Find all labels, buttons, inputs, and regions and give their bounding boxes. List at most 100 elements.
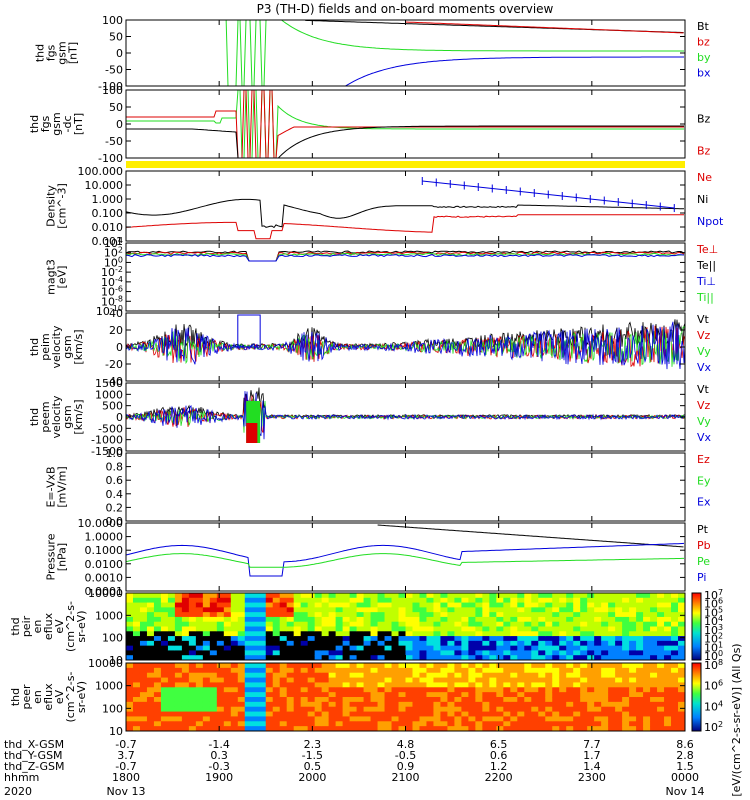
heat-cell [335,672,344,679]
heat-cell [174,721,183,727]
heat-cell [636,721,644,727]
heat-cell [174,631,183,637]
heat-cell [279,640,288,647]
heat-cell [321,593,330,599]
heat-cell [643,672,651,679]
heat-cell [328,667,337,674]
heat-cell [524,667,532,674]
heat-cell [545,687,553,693]
heat-cell [433,697,441,703]
heat-cell [447,687,455,693]
heat-cell [195,631,204,637]
heat-cell [440,616,448,623]
heat-cell [244,677,253,683]
heat-cell [426,687,434,693]
heat-cell [251,726,260,731]
heat-cell [188,697,197,703]
heat-cell [447,636,455,642]
heat-cell [573,706,581,713]
heat-cell [335,692,344,698]
heat-cell [216,631,225,637]
heat-cell [335,645,344,651]
heat-cell [566,701,574,708]
heat-cell [552,612,560,618]
heat-cell [328,687,337,693]
heat-cell [132,645,141,651]
heat-cell [580,711,588,717]
heat-cell [126,716,134,722]
heat-cell [160,667,169,674]
heat-cell [146,636,155,642]
heat-cell [321,655,330,660]
heat-cell [573,701,581,708]
heat-cell [230,593,239,599]
heat-cell [363,663,372,669]
series-red [126,325,685,368]
x-value: 2200 [485,771,513,784]
heat-cell [251,612,260,618]
heat-cell [279,697,288,703]
heat-cell [580,655,588,660]
heat-cell [202,640,211,647]
heat-cell [174,655,183,660]
series-blue [126,391,685,443]
heat-cell [412,612,420,618]
heat-cell [153,602,162,608]
heat-cell [671,663,679,669]
heat-cell [538,645,546,651]
heat-cell [440,621,448,627]
heat-cell [678,636,685,642]
heat-cell [524,663,532,669]
heat-cell [384,682,393,688]
heat-cell [419,663,427,669]
heat-cell [489,640,497,647]
heat-cell [440,631,448,637]
heat-cell [405,711,413,717]
heat-cell [482,716,490,722]
heat-cell [377,687,386,693]
heat-cell [531,667,539,674]
x-value: 2000 [298,771,326,784]
heat-cell [594,667,602,674]
heat-cell [552,655,560,660]
heat-cell [139,721,148,727]
heat-cell [328,726,337,731]
heat-cell [643,726,651,731]
heat-cell [370,672,379,679]
heat-cell [678,655,685,660]
heat-cell [342,706,351,713]
heat-cell [433,711,441,717]
heat-cell [300,607,309,613]
heat-cell [650,636,658,642]
heat-cell [181,640,190,647]
heat-cell [573,655,581,660]
legend-Vt: Vt [697,313,710,326]
heat-cell [461,636,469,642]
heat-cell [230,612,239,618]
heat-cell [167,597,176,604]
heat-cell [587,667,595,674]
heat-cell [237,687,246,693]
heat-cell [447,597,455,604]
heat-cell [139,672,148,679]
legend-Vz: Vz [697,399,711,412]
heat-cell [251,655,260,660]
heat-cell [531,602,539,608]
heat-cell [328,663,337,669]
heat-cell [300,640,309,647]
heat-cell [370,706,379,713]
heat-cell [160,687,169,693]
heat-cell [552,607,560,613]
heat-cell [167,697,176,703]
heat-cell [363,701,372,708]
heat-cell [622,716,630,722]
heat-cell [482,597,490,604]
heat-cell [629,701,637,708]
heat-cell [174,645,183,651]
heat-cell [272,711,281,717]
ylabel-line: [cm^-3] [56,183,69,229]
heat-cell [363,677,372,683]
ytick-label: -1500 [91,445,123,458]
